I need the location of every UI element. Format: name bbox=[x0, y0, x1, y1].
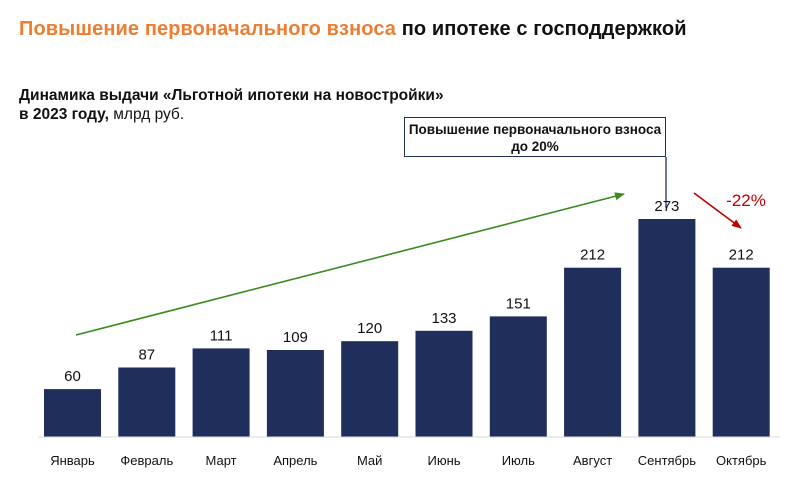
bars-group bbox=[44, 219, 770, 437]
chart-title: Динамика выдачи «Льготной ипотеки на нов… bbox=[19, 86, 444, 124]
chart-title-line-1: Динамика выдачи «Льготной ипотеки на нов… bbox=[19, 87, 444, 104]
bar-1 bbox=[44, 389, 101, 437]
decline-label: -22% bbox=[726, 191, 766, 210]
bar-6 bbox=[415, 330, 473, 437]
category-labels-group: Январь Февраль Март Апрель Май Июнь Июль Август… bbox=[50, 453, 766, 468]
bar-7 bbox=[489, 316, 547, 437]
value-label-4: 109 bbox=[283, 329, 308, 346]
bar-5 bbox=[341, 341, 399, 437]
title-highlight: Повышение первоначального взноса bbox=[19, 18, 397, 40]
title-rest: по ипотеке с господдержкой bbox=[401, 18, 687, 40]
category-label-4: Апрель bbox=[273, 453, 317, 468]
decline-arrow bbox=[693, 192, 742, 229]
value-label-2: 87 bbox=[138, 347, 155, 364]
value-label-10: 212 bbox=[729, 247, 754, 264]
value-label-5: 120 bbox=[357, 320, 382, 337]
category-label-5: Май bbox=[357, 453, 382, 468]
value-label-6: 133 bbox=[431, 310, 456, 327]
category-label-7: Июль bbox=[502, 453, 535, 468]
chart-title-year: в 2023 году, bbox=[19, 106, 109, 123]
value-labels-group: 60 87 111 109 120 133 151 212 273 212 bbox=[64, 198, 754, 385]
trend-arrow bbox=[75, 192, 625, 336]
page-title: Повышение первоначального взноса по ипот… bbox=[19, 18, 687, 41]
value-label-3: 111 bbox=[210, 327, 233, 344]
category-label-6: Июнь bbox=[427, 453, 460, 468]
category-label-1: Январь bbox=[50, 453, 95, 468]
value-label-9: 273 bbox=[654, 198, 679, 215]
category-label-8: Август bbox=[573, 453, 612, 468]
value-label-1: 60 bbox=[64, 368, 81, 385]
bar-9 bbox=[638, 219, 696, 437]
value-label-8: 212 bbox=[580, 247, 605, 264]
category-label-2: Февраль bbox=[120, 453, 173, 468]
value-label-7: 151 bbox=[506, 295, 531, 312]
bar-4 bbox=[266, 350, 324, 437]
callout-box: Повышение первоначального взноса до 20% bbox=[404, 117, 666, 157]
category-label-3: Март bbox=[206, 453, 237, 468]
bar-3 bbox=[192, 348, 250, 437]
category-label-10: Октябрь bbox=[716, 453, 767, 468]
bar-8 bbox=[564, 267, 622, 437]
category-label-9: Сентябрь bbox=[638, 453, 696, 468]
chart-title-line-2: в 2023 году, млрд руб. bbox=[19, 105, 444, 124]
chart-unit: млрд руб. bbox=[113, 106, 185, 123]
bar-2 bbox=[118, 367, 176, 437]
bar-10 bbox=[712, 267, 770, 437]
